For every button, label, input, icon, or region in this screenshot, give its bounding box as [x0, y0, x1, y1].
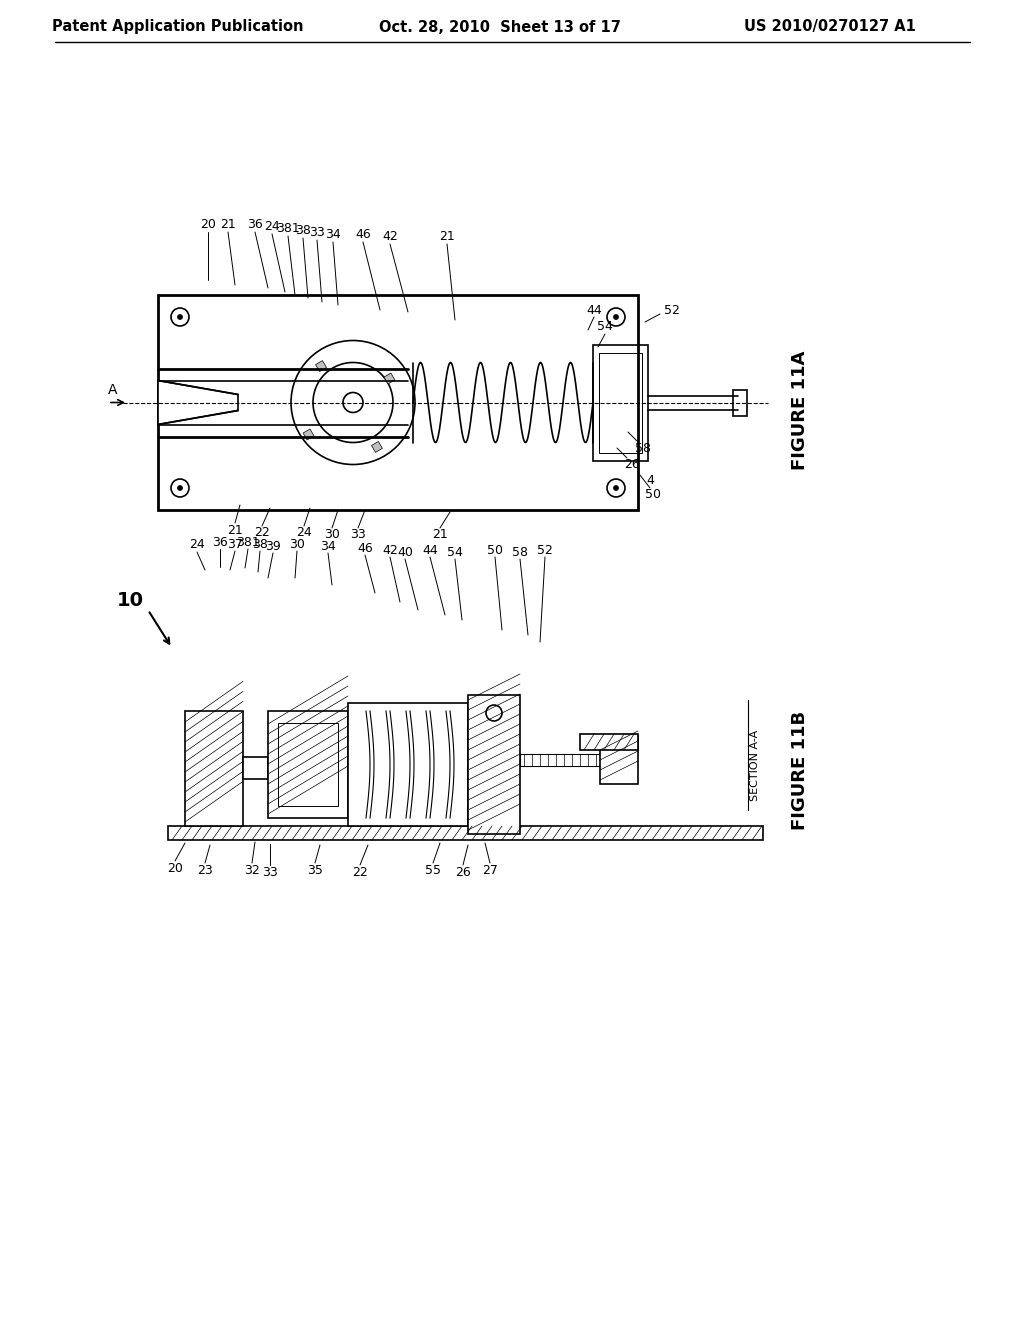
Text: 50: 50: [645, 488, 662, 502]
Circle shape: [171, 479, 189, 498]
Text: 21: 21: [439, 231, 455, 243]
Text: 21: 21: [432, 528, 447, 541]
Bar: [599, 352, 642, 453]
Text: 22: 22: [254, 527, 270, 540]
Text: 39: 39: [265, 540, 281, 553]
Text: 58: 58: [512, 545, 528, 558]
Text: 38: 38: [252, 537, 268, 550]
Text: 381: 381: [276, 223, 300, 235]
Text: 10: 10: [117, 590, 143, 610]
Text: Oct. 28, 2010  Sheet 13 of 17: Oct. 28, 2010 Sheet 13 of 17: [379, 20, 621, 34]
Text: 30: 30: [324, 528, 340, 541]
Text: 44: 44: [422, 544, 438, 557]
Circle shape: [171, 308, 189, 326]
Bar: [268, 711, 348, 818]
Bar: [315, 360, 327, 371]
Bar: [185, 711, 243, 826]
Text: 38: 38: [295, 224, 311, 238]
Bar: [168, 826, 763, 840]
Text: 381: 381: [237, 536, 260, 549]
Text: 46: 46: [355, 228, 371, 242]
Text: 20: 20: [200, 219, 216, 231]
Text: 24: 24: [264, 220, 280, 234]
Text: 4: 4: [646, 474, 654, 487]
Circle shape: [291, 341, 415, 465]
Text: 34: 34: [326, 228, 341, 242]
Bar: [278, 723, 338, 807]
Text: 44: 44: [586, 304, 602, 317]
Text: 54: 54: [447, 545, 463, 558]
Text: 30: 30: [289, 537, 305, 550]
Circle shape: [613, 486, 618, 491]
Bar: [580, 734, 638, 750]
Bar: [520, 754, 600, 766]
Bar: [243, 756, 268, 779]
Text: 42: 42: [382, 231, 398, 243]
Text: SECTION A-A: SECTION A-A: [750, 730, 760, 801]
Text: 58: 58: [635, 441, 651, 454]
Text: 22: 22: [352, 866, 368, 879]
Text: 24: 24: [189, 539, 205, 552]
Text: 21: 21: [220, 219, 236, 231]
Circle shape: [177, 314, 182, 319]
Text: 40: 40: [397, 545, 413, 558]
Circle shape: [607, 308, 625, 326]
Bar: [348, 704, 468, 826]
Bar: [468, 696, 520, 834]
Text: 26: 26: [455, 866, 471, 879]
Text: 32: 32: [244, 863, 260, 876]
Bar: [158, 294, 638, 510]
Text: Patent Application Publication: Patent Application Publication: [52, 20, 304, 34]
Text: 27: 27: [482, 863, 498, 876]
Text: 52: 52: [537, 544, 553, 557]
Text: US 2010/0270127 A1: US 2010/0270127 A1: [744, 20, 915, 34]
Bar: [733, 389, 746, 416]
Circle shape: [343, 392, 362, 412]
Text: 35: 35: [307, 863, 323, 876]
Text: 50: 50: [487, 544, 503, 557]
Text: 54: 54: [597, 321, 613, 334]
Text: FIGURE 11A: FIGURE 11A: [791, 350, 809, 470]
Bar: [303, 429, 314, 440]
Text: 34: 34: [321, 540, 336, 553]
Circle shape: [607, 479, 625, 498]
Bar: [384, 374, 395, 384]
Text: 36: 36: [247, 219, 263, 231]
Text: A: A: [109, 384, 118, 397]
Text: 33: 33: [309, 227, 325, 239]
Text: 33: 33: [350, 528, 366, 541]
Text: 37: 37: [227, 537, 243, 550]
Text: 20: 20: [167, 862, 183, 874]
Circle shape: [486, 705, 502, 721]
Text: 42: 42: [382, 544, 398, 557]
Text: 24: 24: [296, 527, 312, 540]
Text: FIGURE 11B: FIGURE 11B: [791, 710, 809, 829]
Bar: [600, 737, 638, 784]
Bar: [372, 441, 382, 453]
Circle shape: [177, 486, 182, 491]
Text: 33: 33: [262, 866, 278, 879]
Text: 52: 52: [664, 304, 680, 317]
Text: 21: 21: [227, 524, 243, 536]
Text: 36: 36: [212, 536, 228, 549]
Text: 55: 55: [425, 863, 441, 876]
Text: 23: 23: [198, 863, 213, 876]
Bar: [593, 345, 648, 461]
Text: 46: 46: [357, 541, 373, 554]
Circle shape: [313, 363, 393, 442]
Circle shape: [613, 314, 618, 319]
Polygon shape: [158, 380, 238, 425]
Text: 26: 26: [624, 458, 640, 470]
